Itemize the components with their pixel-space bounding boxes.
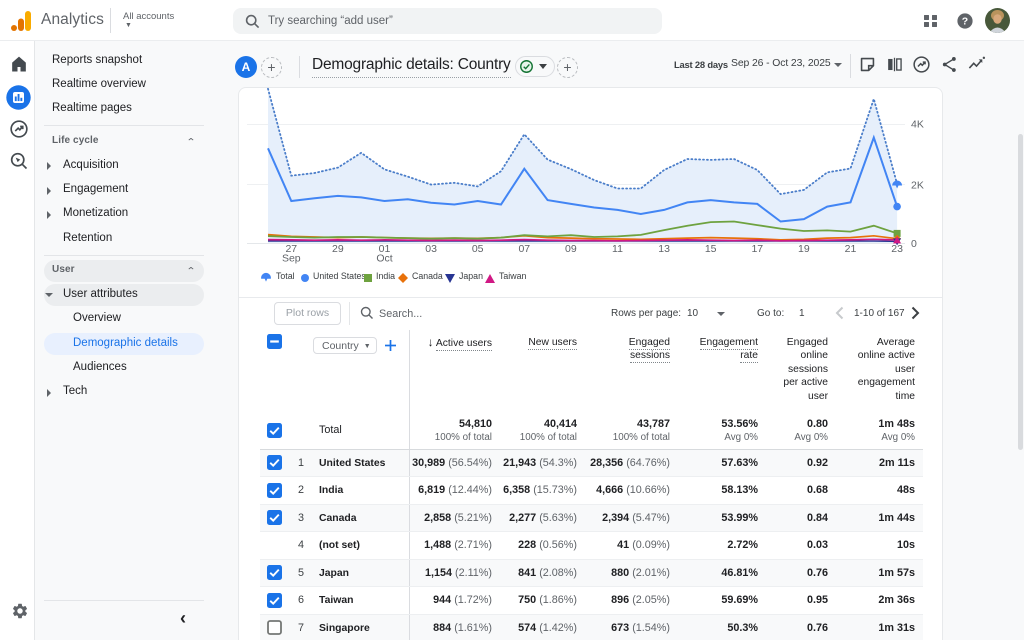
- svg-text:09: 09: [565, 243, 577, 255]
- svg-text:07: 07: [518, 243, 530, 255]
- svg-text:13: 13: [658, 243, 670, 255]
- svg-text:03: 03: [425, 243, 437, 255]
- svg-text:4K: 4K: [911, 119, 924, 131]
- svg-text:29: 29: [332, 243, 344, 255]
- svg-text:27: 27: [285, 243, 297, 255]
- svg-text:?: ?: [962, 16, 968, 28]
- svg-text:11: 11: [612, 243, 623, 255]
- svg-text:23: 23: [891, 243, 903, 255]
- svg-text:Sep: Sep: [282, 253, 301, 265]
- svg-text:17: 17: [751, 243, 763, 255]
- svg-text:Oct: Oct: [376, 253, 392, 265]
- svg-text:0: 0: [911, 238, 917, 250]
- svg-text:21: 21: [845, 243, 857, 255]
- svg-text:05: 05: [472, 243, 484, 255]
- svg-text:19: 19: [798, 243, 810, 255]
- svg-text:01: 01: [379, 243, 391, 255]
- svg-text:2K: 2K: [911, 180, 924, 192]
- svg-text:15: 15: [705, 243, 717, 255]
